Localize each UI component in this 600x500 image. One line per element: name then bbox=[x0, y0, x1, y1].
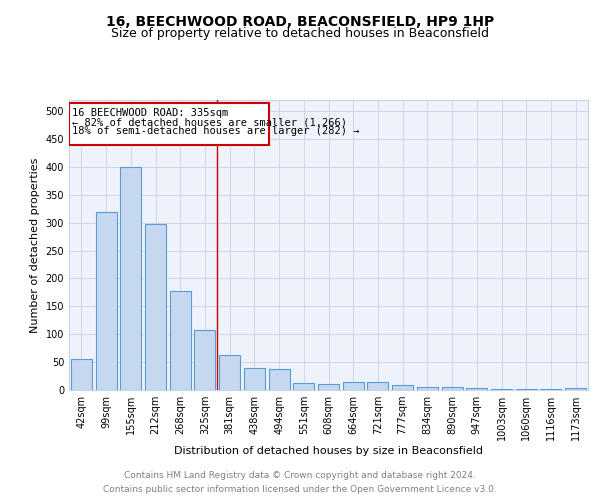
Bar bbox=[442, 387, 463, 390]
Bar bbox=[219, 355, 240, 390]
Bar bbox=[318, 384, 339, 390]
Bar bbox=[565, 388, 586, 390]
Text: ← 82% of detached houses are smaller (1,266): ← 82% of detached houses are smaller (1,… bbox=[72, 118, 347, 128]
Bar bbox=[392, 385, 413, 390]
X-axis label: Distribution of detached houses by size in Beaconsfield: Distribution of detached houses by size … bbox=[174, 446, 483, 456]
Bar bbox=[170, 290, 191, 390]
Bar bbox=[194, 330, 215, 390]
Bar bbox=[417, 386, 438, 390]
Bar bbox=[367, 382, 388, 390]
Bar bbox=[293, 384, 314, 390]
Bar bbox=[71, 360, 92, 390]
Bar bbox=[466, 388, 487, 390]
Bar bbox=[145, 224, 166, 390]
Text: 16, BEECHWOOD ROAD, BEACONSFIELD, HP9 1HP: 16, BEECHWOOD ROAD, BEACONSFIELD, HP9 1H… bbox=[106, 15, 494, 29]
Bar bbox=[343, 382, 364, 390]
Bar bbox=[70, 103, 269, 144]
Bar bbox=[120, 167, 141, 390]
Bar bbox=[491, 389, 512, 390]
Bar bbox=[269, 370, 290, 390]
Text: Size of property relative to detached houses in Beaconsfield: Size of property relative to detached ho… bbox=[111, 28, 489, 40]
Bar bbox=[244, 368, 265, 390]
Text: Contains HM Land Registry data © Crown copyright and database right 2024.
Contai: Contains HM Land Registry data © Crown c… bbox=[103, 472, 497, 494]
Text: 18% of semi-detached houses are larger (282) →: 18% of semi-detached houses are larger (… bbox=[72, 126, 359, 136]
Bar bbox=[95, 212, 116, 390]
Y-axis label: Number of detached properties: Number of detached properties bbox=[30, 158, 40, 332]
Text: 16 BEECHWOOD ROAD: 335sqm: 16 BEECHWOOD ROAD: 335sqm bbox=[72, 108, 228, 118]
